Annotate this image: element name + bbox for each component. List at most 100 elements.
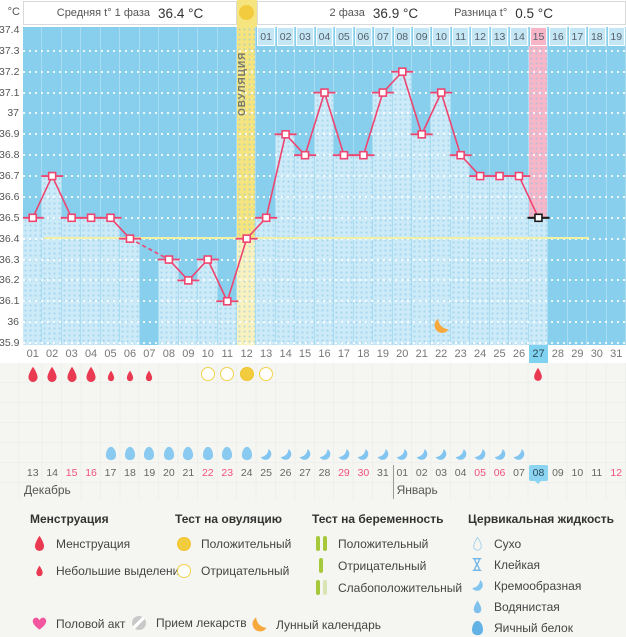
- day-column-03[interactable]: [61, 27, 82, 345]
- day-column-25[interactable]: [489, 27, 510, 345]
- day-column-16[interactable]: [314, 27, 335, 345]
- day-column-23[interactable]: [450, 27, 471, 345]
- cycle-day-02[interactable]: 02: [46, 348, 59, 360]
- day-column-13[interactable]: [256, 27, 276, 345]
- cycle-day-14[interactable]: 14: [279, 348, 292, 360]
- cycle-day-29[interactable]: 29: [571, 348, 584, 360]
- day-column-15[interactable]: [295, 27, 315, 345]
- day-column-27[interactable]: [528, 27, 549, 345]
- day-column-02[interactable]: [42, 27, 62, 345]
- calendar-date-21[interactable]: 21: [182, 467, 195, 479]
- calendar-date-27[interactable]: 27: [299, 467, 311, 479]
- calendar-date-17[interactable]: 17: [104, 467, 117, 479]
- day-column-20[interactable]: [392, 27, 413, 345]
- calendar-date-29[interactable]: 29: [338, 467, 350, 479]
- calendar-date-08[interactable]: 08: [528, 465, 549, 481]
- day-column-06[interactable]: [120, 27, 140, 345]
- calendar-date-07[interactable]: 07: [513, 467, 525, 479]
- day-column-24[interactable]: [470, 27, 490, 345]
- temperature-chart[interactable]: ОВУЛЯЦИЯ 01 02 03 04 05 06 07 08 09 10 11 12 13 14 15 16…: [23, 27, 626, 345]
- calendar-date-11[interactable]: 11: [591, 467, 603, 479]
- calendar-date-03[interactable]: 03: [435, 467, 448, 479]
- day-column-08[interactable]: [159, 27, 179, 345]
- calendar-date-09[interactable]: 09: [552, 467, 564, 479]
- cycle-day-26[interactable]: 26: [512, 348, 526, 360]
- cycle-day-06[interactable]: 06: [123, 348, 137, 360]
- day-column-31[interactable]: [607, 27, 626, 345]
- crescent-icon: [435, 448, 448, 461]
- cycle-day-24[interactable]: 24: [473, 348, 487, 360]
- calendar-date-10[interactable]: 10: [571, 467, 584, 479]
- calendar-date-13[interactable]: 13: [26, 467, 39, 479]
- cycle-day-28[interactable]: 28: [551, 348, 565, 360]
- cycle-day-31[interactable]: 31: [610, 348, 623, 360]
- cycle-day-20[interactable]: 20: [396, 348, 409, 360]
- calendar-date-19[interactable]: 19: [143, 467, 156, 479]
- cycle-day-19[interactable]: 19: [376, 348, 389, 360]
- cycle-day-16[interactable]: 16: [318, 348, 331, 360]
- day-column-10[interactable]: [198, 27, 218, 345]
- day-column-28[interactable]: [548, 27, 568, 345]
- day-column-30[interactable]: [587, 27, 607, 345]
- calendar-date-25[interactable]: 25: [260, 467, 272, 479]
- day-column-17[interactable]: [334, 27, 354, 345]
- day-column-29[interactable]: [568, 27, 588, 345]
- calendar-date-01[interactable]: 01: [396, 467, 409, 479]
- cycle-day-23[interactable]: 23: [454, 348, 467, 360]
- cycle-day-30[interactable]: 30: [590, 348, 603, 360]
- calendar-date-31[interactable]: 31: [377, 467, 389, 479]
- legend-item: Отрицательный: [312, 557, 462, 574]
- cycle-day-21[interactable]: 21: [415, 348, 428, 360]
- cycle-day-11[interactable]: 11: [221, 348, 233, 360]
- calendar-date-28[interactable]: 28: [318, 467, 331, 479]
- cycle-day-17[interactable]: 17: [337, 348, 351, 360]
- ovulation-test-negative-marker: [259, 367, 274, 384]
- cycle-day-27[interactable]: 27: [528, 345, 549, 363]
- cycle-day-04[interactable]: 04: [84, 348, 98, 360]
- cycle-day-07[interactable]: 07: [143, 348, 156, 360]
- day-column-22[interactable]: [431, 27, 451, 345]
- cervical-creamy-marker: [260, 448, 273, 464]
- day-column-07[interactable]: [140, 27, 160, 345]
- calendar-date-26[interactable]: 26: [279, 467, 292, 479]
- day-column-14[interactable]: [275, 27, 296, 345]
- cycle-day-18[interactable]: 18: [357, 348, 370, 360]
- calendar-date-30[interactable]: 30: [357, 467, 370, 479]
- cycle-day-25[interactable]: 25: [493, 348, 506, 360]
- calendar-date-24[interactable]: 24: [240, 467, 253, 479]
- cycle-day-13[interactable]: 13: [260, 348, 273, 360]
- day-column-05[interactable]: [100, 27, 121, 345]
- calendar-date-20[interactable]: 20: [163, 467, 175, 479]
- cycle-day-15[interactable]: 15: [298, 348, 312, 360]
- day-column-09[interactable]: [178, 27, 199, 345]
- cycle-day-22[interactable]: 22: [435, 348, 448, 360]
- day-column-01[interactable]: [23, 27, 43, 345]
- day-column-19[interactable]: [373, 27, 393, 345]
- cycle-day-10[interactable]: 10: [201, 348, 214, 360]
- cycle-day-01[interactable]: 01: [26, 348, 39, 360]
- legend-footer-label: Прием лекарств: [156, 616, 247, 630]
- legend-item-label: Кремообразная: [494, 578, 582, 593]
- calendar-date-04[interactable]: 04: [454, 467, 467, 479]
- cycle-day-03[interactable]: 03: [65, 348, 78, 360]
- cycle-day-05[interactable]: 05: [104, 348, 117, 360]
- cycle-day-12[interactable]: 12: [240, 348, 253, 360]
- calendar-date-16[interactable]: 16: [85, 467, 97, 479]
- calendar-date-23[interactable]: 23: [221, 467, 234, 479]
- calendar-date-14[interactable]: 14: [46, 467, 58, 479]
- calendar-date-12[interactable]: 12: [610, 467, 623, 479]
- day-column-11[interactable]: [217, 27, 237, 345]
- day-column-18[interactable]: [353, 27, 374, 345]
- calendar-date-18[interactable]: 18: [124, 467, 136, 479]
- calendar-date-22[interactable]: 22: [201, 467, 214, 479]
- day-column-04[interactable]: [81, 27, 101, 345]
- calendar-date-06[interactable]: 06: [493, 467, 506, 479]
- day-column-26[interactable]: [509, 27, 529, 345]
- cycle-day-09[interactable]: 09: [182, 348, 195, 360]
- drop-outline-icon: [472, 536, 483, 551]
- calendar-date-15[interactable]: 15: [65, 467, 78, 479]
- calendar-date-02[interactable]: 02: [415, 467, 428, 479]
- day-column-21[interactable]: [412, 27, 432, 345]
- calendar-date-05[interactable]: 05: [474, 467, 486, 479]
- cycle-day-08[interactable]: 08: [162, 348, 175, 360]
